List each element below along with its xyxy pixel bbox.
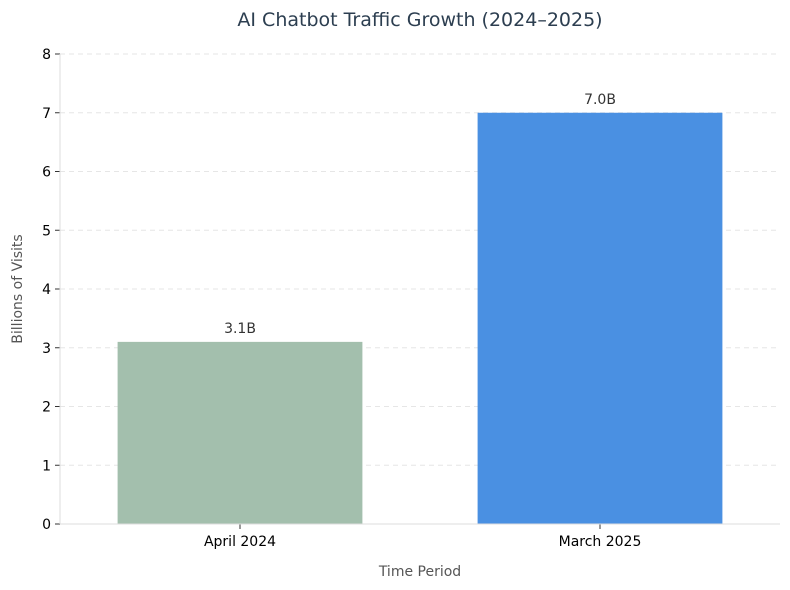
data-label: 7.0B	[584, 92, 616, 108]
x-axis-label: Time Period	[378, 564, 461, 580]
y-tick-label: 3	[42, 341, 51, 357]
bar	[477, 112, 723, 524]
y-tick-label: 8	[42, 47, 51, 63]
y-axis-label: Billions of Visits	[10, 234, 26, 343]
y-tick-label: 6	[42, 165, 51, 181]
bar	[117, 341, 363, 524]
y-tick-label: 5	[42, 223, 51, 239]
y-tick-label: 0	[42, 517, 51, 533]
y-tick-label: 1	[42, 458, 51, 474]
data-label: 3.1B	[224, 321, 256, 337]
y-tick-label: 4	[42, 282, 51, 298]
y-tick-label: 7	[42, 106, 51, 122]
chart-title: AI Chatbot Traffic Growth (2024–2025)	[237, 9, 602, 31]
y-tick-label: 2	[42, 400, 51, 416]
x-tick-label: April 2024	[204, 534, 276, 550]
x-tick-label: March 2025	[559, 534, 642, 550]
